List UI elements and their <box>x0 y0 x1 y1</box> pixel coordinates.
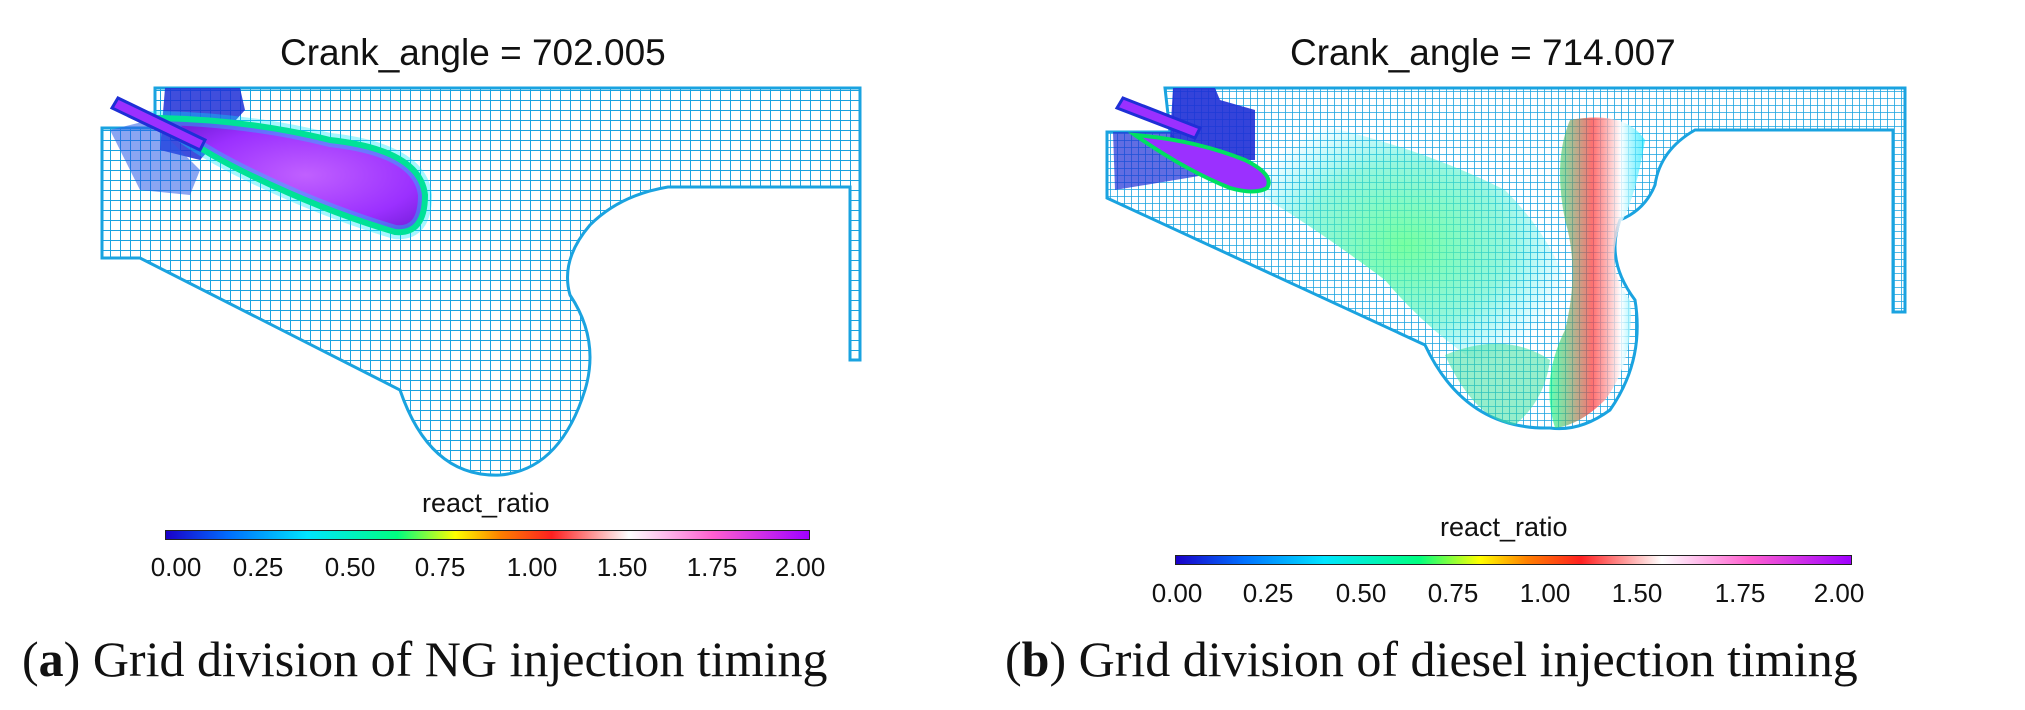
panel-b: Crank_angle = 714.007 <box>1005 0 2025 710</box>
colorbar-tick: 0.25 <box>232 552 284 582</box>
panel-a: Crank_angle = 702.005 react_ratio 0.00 0… <box>0 0 1000 710</box>
colorbar-tick: 1.75 <box>686 552 738 582</box>
mesh-domain-b <box>1105 86 1907 431</box>
colorbar-tick: 1.75 <box>1714 578 1766 608</box>
high-ratio-lower-band <box>1445 343 1550 425</box>
fuel-spray-plume <box>151 114 429 236</box>
injector-nozzle <box>109 96 208 152</box>
crank-angle-title: Crank_angle = 714.007 <box>1290 32 1676 73</box>
colorbar-tick: 1.00 <box>1519 578 1571 608</box>
injector-nozzle <box>1114 96 1203 140</box>
colorbar-tick: 1.00 <box>506 552 558 582</box>
colorbar-tick: 0.75 <box>414 552 466 582</box>
colorbar-label: react_ratio <box>422 488 550 518</box>
colorbar-tick: 0.25 <box>1242 578 1294 608</box>
low-ratio-region-2 <box>110 120 200 195</box>
colorbar-tick: 0.00 <box>150 552 202 582</box>
mixing-region <box>1235 110 1575 380</box>
colorbar-tick: 0.50 <box>1335 578 1387 608</box>
colorbar-tick: 0.50 <box>324 552 376 582</box>
colorbar <box>1175 555 1852 565</box>
caption-text: Grid division of diesel injection timing <box>1078 631 1858 687</box>
caption-letter: b <box>1021 631 1050 687</box>
crank-angle-title: Crank_angle = 702.005 <box>280 32 666 73</box>
figure-caption: (a) Grid division of NG injection timing <box>22 631 828 687</box>
spray-cyan-halo <box>141 110 433 240</box>
mesh-domain-a <box>100 86 862 477</box>
colorbar-label: react_ratio <box>1440 512 1568 542</box>
colorbar-tick: 2.00 <box>774 552 826 582</box>
colorbar-tick: 0.00 <box>1151 578 1203 608</box>
colorbar <box>165 530 810 540</box>
colorbar-tick: 1.50 <box>596 552 648 582</box>
high-ratio-band <box>1549 117 1645 428</box>
colorbar-tick: 2.00 <box>1813 578 1865 608</box>
fuel-spray-plume <box>1127 132 1271 194</box>
colorbar-tick: 1.50 <box>1611 578 1663 608</box>
low-ratio-region-2 <box>1113 132 1205 190</box>
caption-text: Grid division of NG injection timing <box>92 631 828 687</box>
caption-letter: a <box>38 631 64 687</box>
figure-caption: (b) Grid division of diesel injection ti… <box>1005 631 1858 687</box>
colorbar-tick: 0.75 <box>1427 578 1479 608</box>
